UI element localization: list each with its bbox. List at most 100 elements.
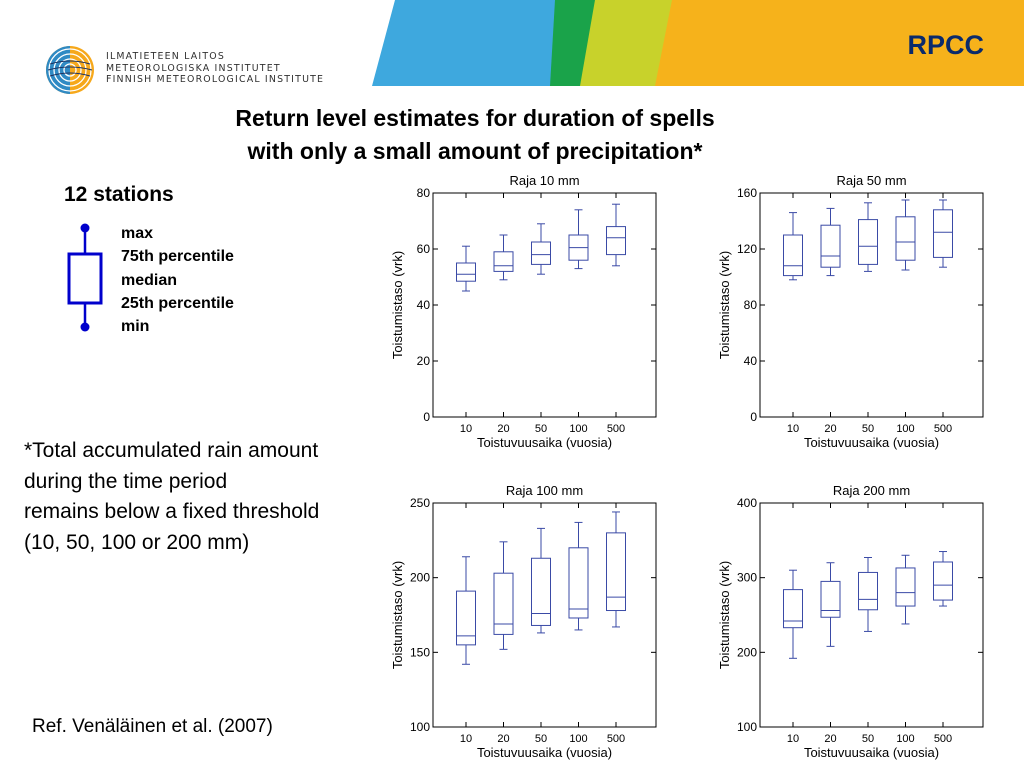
x-tick-label: 500: [934, 733, 952, 745]
x-tick-label: 100: [569, 733, 587, 745]
box-iqr: [820, 224, 841, 268]
box-500: [606, 511, 626, 628]
x-tick-label: 100: [896, 423, 914, 435]
box-20: [820, 207, 841, 277]
x-tick-label: 10: [787, 423, 799, 435]
banner-orange-stripe: [655, 0, 1024, 86]
box-iqr: [606, 532, 626, 612]
box-10: [783, 212, 803, 281]
x-tick-label: 20: [497, 733, 509, 745]
chart-title: Raja 50 mm: [836, 173, 906, 188]
box-500: [606, 203, 626, 267]
y-tick-label: 20: [417, 354, 431, 368]
y-tick-label: 40: [744, 354, 758, 368]
x-tick-label: 500: [607, 733, 625, 745]
stations-heading: 12 stations: [64, 183, 174, 206]
box-iqr: [606, 226, 626, 256]
y-tick-label: 100: [737, 720, 757, 734]
reference: Ref. Venäläinen et al. (2007): [32, 716, 273, 737]
title-line-2: with only a small amount of precipitatio…: [247, 138, 703, 164]
y-tick-label: 120: [737, 242, 757, 256]
legend-max: max: [121, 225, 154, 242]
box-20: [493, 234, 514, 281]
box-500: [933, 551, 953, 607]
box-iqr: [858, 219, 878, 265]
box-100: [568, 521, 589, 631]
y-tick-label: 40: [417, 298, 431, 312]
y-tick-label: 200: [410, 571, 430, 585]
logo-line-2: METEOROLOGISKA INSTITUTET: [106, 62, 281, 74]
chart-title: Raja 200 mm: [833, 483, 910, 498]
box-iqr: [933, 209, 953, 258]
x-tick-label: 10: [787, 733, 799, 745]
box-iqr: [493, 251, 514, 272]
legend-labels: max 75th percentile median 25th percenti…: [121, 222, 234, 338]
box-50: [858, 557, 878, 632]
box-iqr: [783, 589, 803, 629]
y-tick-label: 80: [744, 298, 758, 312]
x-axis-label: Toistuvuusaika (vuosia): [804, 435, 939, 450]
x-axis-label: Toistuvuusaika (vuosia): [477, 745, 612, 760]
y-tick-label: 300: [737, 571, 757, 585]
box-iqr: [493, 572, 514, 635]
x-tick-label: 10: [460, 423, 472, 435]
box-100: [895, 199, 916, 271]
box-iqr: [820, 580, 841, 618]
y-tick-label: 160: [737, 186, 757, 200]
banner-blue-stripe: [372, 0, 570, 86]
boxplot-legend-icon: [67, 223, 103, 332]
fmi-logo-icon: [46, 46, 94, 94]
x-tick-label: 50: [535, 423, 547, 435]
rpcc-tag: RPCC: [907, 30, 984, 60]
plot-frame: [432, 502, 657, 728]
x-axis-label: Toistuvuusaika (vuosia): [804, 745, 939, 760]
footnote-line-4: (10, 50, 100 or 200 mm): [24, 530, 250, 554]
y-tick-label: 150: [410, 645, 430, 659]
y-tick-label: 400: [737, 496, 757, 510]
box-iqr: [456, 262, 476, 282]
box-iqr: [568, 547, 589, 619]
box-20: [820, 562, 841, 647]
legend-q3: 75th percentile: [121, 248, 234, 266]
box-iqr: [895, 216, 916, 261]
legend-min: min: [121, 318, 150, 336]
logo-line-3: FINNISH METEOROLOGICAL INSTITUTE: [106, 74, 325, 86]
box-iqr: [895, 567, 916, 607]
box-iqr: [933, 561, 953, 601]
logo-line-1: ILMATIETEEN LAITOS: [106, 51, 226, 62]
footnote-line-3: remains below a fixed threshold: [24, 500, 320, 523]
slide-title: Return level estimates for duration of s…: [170, 102, 780, 168]
box-50: [531, 527, 551, 634]
y-axis-label: Toistumistaso (vrk): [717, 251, 732, 359]
box-10: [783, 569, 803, 659]
x-tick-label: 50: [535, 733, 547, 745]
box-10: [456, 245, 476, 292]
box-iqr: [456, 590, 476, 646]
chart-title: Raja 10 mm: [509, 173, 579, 188]
box-100: [568, 209, 589, 270]
y-tick-label: 0: [423, 410, 430, 424]
x-tick-label: 20: [824, 423, 836, 435]
y-axis-label: Toistumistaso (vrk): [390, 251, 405, 359]
box-iqr: [531, 557, 551, 626]
x-axis-label: Toistuvuusaika (vuosia): [477, 435, 612, 450]
x-tick-label: 50: [862, 423, 874, 435]
y-axis-label: Toistumistaso (vrk): [717, 561, 732, 669]
header-banner: [0, 0, 1024, 86]
box-20: [493, 541, 514, 650]
x-tick-label: 100: [569, 423, 587, 435]
box-iqr: [783, 234, 803, 277]
x-tick-label: 100: [896, 733, 914, 745]
box-100: [895, 554, 916, 625]
footnote: *Total accumulated rain amount during th…: [24, 436, 319, 558]
box-500: [933, 199, 953, 268]
box-10: [456, 556, 476, 665]
box-iqr: [858, 571, 878, 611]
legend-q1: 25th percentile: [121, 294, 234, 312]
box-50: [531, 223, 551, 275]
y-tick-label: 80: [417, 186, 431, 200]
logo-text: ILMATIETEEN LAITOS METEOROLOGISKA INSTIT…: [106, 51, 324, 86]
chart-raja-50: Raja 50 mm 0 40 80 120 160 10 20 50 100 500Toistuv…: [717, 173, 984, 450]
